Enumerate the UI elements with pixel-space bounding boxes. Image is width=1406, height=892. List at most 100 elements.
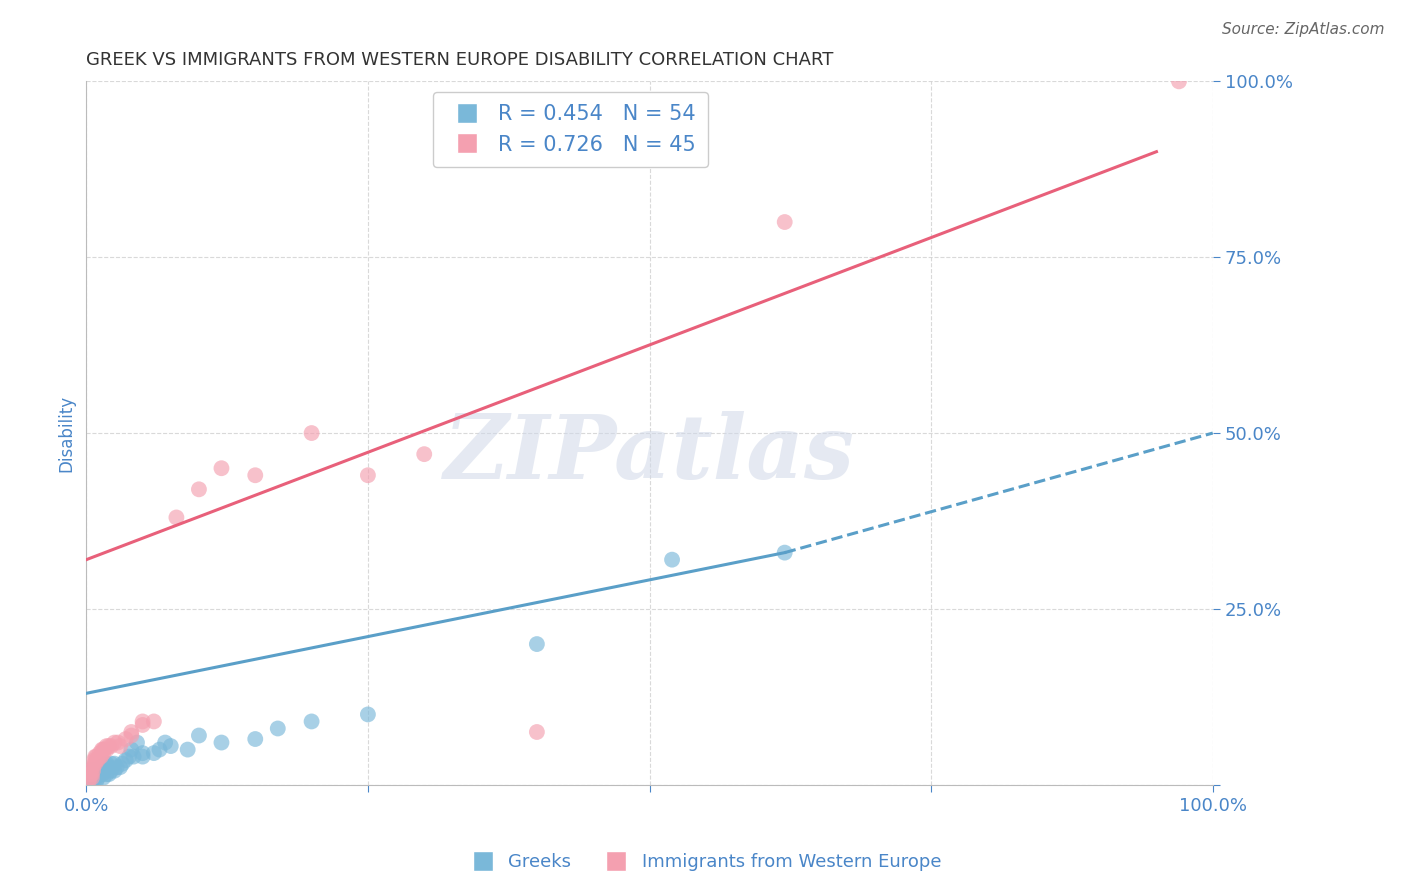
Point [413, 447, 436, 461]
Point [77, 774, 100, 789]
Point [142, 714, 165, 729]
Point [91, 767, 114, 781]
Point [82, 760, 104, 774]
Point [100, 756, 122, 771]
Point [93, 742, 115, 756]
Point [103, 764, 125, 778]
Point [96, 739, 118, 753]
Point [83, 767, 105, 781]
Point [108, 739, 131, 753]
Point [96, 756, 118, 771]
Point [96, 767, 118, 781]
Point [267, 722, 290, 736]
Point [103, 735, 125, 749]
Point [526, 637, 548, 651]
Point [187, 483, 209, 497]
Point [77, 771, 100, 785]
Point [84, 771, 107, 785]
Point [107, 735, 129, 749]
Point [80, 771, 103, 785]
Point [79, 771, 101, 785]
Point [86, 753, 108, 767]
Point [89, 746, 111, 760]
Point [131, 714, 153, 729]
Point [91, 746, 114, 760]
Point [80, 764, 103, 778]
Point [114, 732, 136, 747]
Point [97, 767, 120, 781]
Point [108, 760, 131, 774]
Point [159, 739, 181, 753]
Point [111, 756, 134, 771]
Point [82, 764, 104, 778]
Point [91, 742, 114, 756]
Text: GREEK VS IMMIGRANTS FROM WESTERN EUROPE DISABILITY CORRELATION CHART: GREEK VS IMMIGRANTS FROM WESTERN EUROPE … [86, 51, 834, 69]
Point [114, 753, 136, 767]
Point [96, 742, 118, 756]
Point [97, 760, 120, 774]
Point [86, 774, 108, 789]
Point [89, 764, 111, 778]
Point [84, 756, 107, 771]
Point [90, 749, 112, 764]
Point [80, 767, 103, 781]
Point [125, 735, 148, 749]
Point [82, 771, 104, 785]
Point [1168, 74, 1191, 88]
Point [105, 760, 128, 774]
Point [84, 764, 107, 778]
Point [148, 742, 170, 756]
Point [773, 546, 796, 560]
Point [301, 425, 323, 440]
Point [90, 760, 112, 774]
Point [187, 729, 209, 743]
Point [89, 749, 111, 764]
Point [80, 771, 103, 785]
Legend: Greeks, Immigrants from Western Europe: Greeks, Immigrants from Western Europe [457, 847, 949, 879]
Point [357, 707, 380, 722]
Point [103, 756, 125, 771]
Point [301, 714, 323, 729]
Point [165, 510, 187, 524]
Point [120, 729, 142, 743]
Point [86, 771, 108, 785]
Point [91, 742, 114, 756]
Point [80, 767, 103, 781]
Y-axis label: Disability: Disability [58, 394, 75, 472]
Point [211, 735, 233, 749]
Point [86, 764, 108, 778]
Point [131, 718, 153, 732]
Point [120, 725, 142, 739]
Point [773, 215, 796, 229]
Point [153, 735, 176, 749]
Point [131, 749, 153, 764]
Legend: R = 0.454   N = 54, R = 0.726   N = 45: R = 0.454 N = 54, R = 0.726 N = 45 [433, 92, 709, 167]
Point [89, 767, 111, 781]
Point [176, 742, 198, 756]
Point [97, 739, 120, 753]
Point [100, 739, 122, 753]
Point [91, 764, 114, 778]
Point [211, 461, 233, 475]
Point [91, 771, 114, 785]
Text: Source: ZipAtlas.com: Source: ZipAtlas.com [1222, 22, 1385, 37]
Point [118, 749, 141, 764]
Point [83, 756, 105, 771]
Point [131, 746, 153, 760]
Point [86, 753, 108, 767]
Point [526, 725, 548, 739]
Point [86, 749, 108, 764]
Point [120, 742, 142, 756]
Point [82, 764, 104, 778]
Point [142, 746, 165, 760]
Text: ZIPatlas: ZIPatlas [444, 411, 855, 498]
Point [93, 764, 115, 778]
Point [83, 753, 105, 767]
Point [245, 468, 267, 483]
Point [86, 767, 108, 781]
Point [357, 468, 380, 483]
Point [83, 771, 105, 785]
Point [80, 767, 103, 781]
Point [661, 552, 683, 566]
Point [84, 749, 107, 764]
